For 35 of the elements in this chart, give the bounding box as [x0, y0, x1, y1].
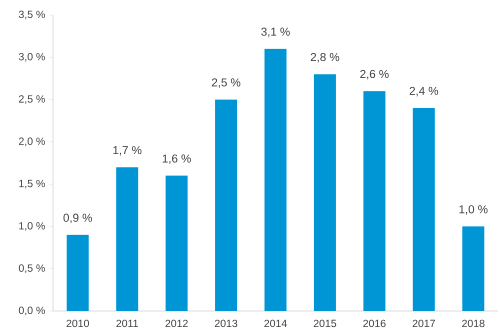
x-tick-label: 2010	[66, 320, 89, 328]
data-label: 1,7 %	[113, 146, 142, 156]
bar	[264, 48, 286, 311]
x-tick-label: 2013	[214, 320, 238, 328]
data-label: 2,8 %	[310, 53, 340, 62]
y-tick-label: 1,5 %	[19, 180, 45, 188]
data-label: 2,4 %	[410, 86, 438, 96]
y-tick-label: 3,0 %	[18, 52, 45, 62]
y-tick-label: 1,0 %	[19, 222, 45, 231]
bar	[116, 167, 138, 311]
data-label: 2,5 %	[212, 78, 240, 88]
y-tick-label: 0,5 %	[18, 264, 45, 274]
bar	[363, 91, 386, 311]
bar	[462, 226, 484, 311]
x-tick-label: 2018	[462, 320, 485, 328]
y-tick-label: 2,5 %	[18, 95, 45, 104]
data-label: 1,6 %	[162, 154, 191, 164]
y-tick-label: 3,5 %	[18, 10, 45, 20]
x-tick-label: 2012	[165, 320, 188, 328]
x-tick-label: 2011	[116, 320, 138, 328]
data-label: 1,0 %	[459, 205, 488, 215]
data-label: 0,9 %	[63, 214, 92, 224]
x-tick-label: 2016	[363, 320, 386, 328]
x-tick-label: 2017	[412, 320, 435, 328]
data-label: 2,6 %	[360, 70, 389, 80]
bar	[314, 74, 336, 311]
y-tick-label: 2,0 %	[18, 138, 45, 146]
bar	[66, 234, 89, 311]
x-tick-label: 2014	[264, 320, 287, 328]
y-tick-label: 0,0 %	[18, 306, 45, 316]
bar	[412, 108, 435, 311]
x-tick-label: 2015	[314, 320, 336, 328]
bar	[215, 100, 238, 311]
bar	[166, 176, 188, 311]
data-label: 3,1 %	[261, 28, 290, 38]
